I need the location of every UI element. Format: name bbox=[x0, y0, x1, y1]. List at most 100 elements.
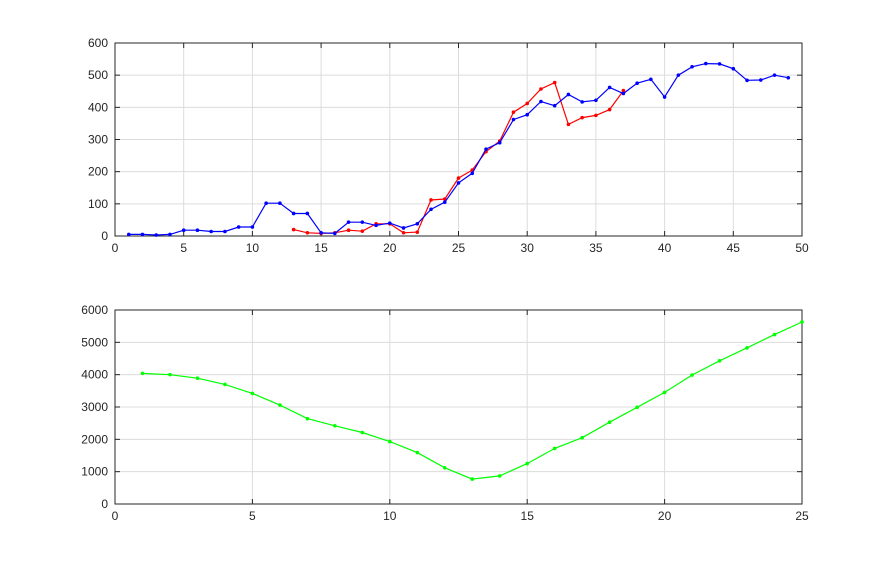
data-point bbox=[415, 450, 420, 455]
data-point bbox=[442, 200, 447, 205]
data-point bbox=[168, 232, 172, 237]
x-tick-label: 40 bbox=[658, 241, 672, 255]
data-point bbox=[594, 98, 598, 103]
x-tick-label: 0 bbox=[112, 241, 119, 255]
y-tick-label: 4000 bbox=[81, 368, 108, 382]
data-point bbox=[264, 201, 268, 205]
x-tick-label: 45 bbox=[727, 241, 741, 255]
bottom-line-plot: 0 5 10 15 20 25 0 1000 2000 3000 4000 5000 6000 bbox=[81, 303, 809, 523]
data-point bbox=[236, 225, 241, 229]
data-point bbox=[511, 117, 516, 122]
data-point bbox=[635, 405, 639, 410]
data-point bbox=[374, 223, 378, 228]
data-point bbox=[319, 230, 323, 235]
y-tick-label: 300 bbox=[88, 133, 108, 147]
data-point bbox=[250, 225, 255, 229]
data-point bbox=[800, 320, 804, 324]
x-tick-label: 15 bbox=[521, 509, 535, 523]
data-point bbox=[511, 110, 516, 114]
data-point bbox=[140, 232, 145, 237]
data-point bbox=[580, 100, 584, 104]
y-tick-label: 5000 bbox=[81, 335, 108, 349]
data-point bbox=[470, 171, 475, 176]
data-point bbox=[360, 220, 365, 224]
data-point bbox=[333, 231, 337, 236]
y-tick-label: 0 bbox=[101, 497, 108, 511]
y-tick-label: 400 bbox=[88, 100, 108, 114]
data-point bbox=[401, 230, 406, 235]
data-point bbox=[497, 140, 502, 145]
data-point bbox=[662, 390, 667, 395]
data-point bbox=[594, 113, 598, 118]
x-tick-label: 25 bbox=[795, 509, 809, 523]
data-point bbox=[470, 477, 475, 481]
data-point bbox=[388, 221, 392, 225]
data-point bbox=[758, 78, 763, 82]
data-point bbox=[291, 227, 296, 232]
x-tick-label: 20 bbox=[383, 241, 397, 255]
data-point bbox=[566, 92, 571, 97]
data-point bbox=[552, 103, 557, 108]
y-tick-label: 2000 bbox=[81, 432, 108, 446]
data-point bbox=[305, 211, 310, 216]
x-tick-label: 25 bbox=[452, 241, 466, 255]
data-point bbox=[731, 66, 736, 71]
data-point bbox=[168, 372, 172, 377]
data-point bbox=[539, 87, 543, 91]
data-point bbox=[662, 95, 667, 99]
data-point bbox=[786, 75, 791, 80]
data-point bbox=[278, 403, 282, 407]
data-point bbox=[690, 65, 694, 69]
data-point bbox=[772, 73, 777, 77]
data-point bbox=[704, 61, 708, 66]
data-point bbox=[456, 181, 461, 185]
x-tick-label: 10 bbox=[383, 509, 397, 523]
data-point bbox=[552, 446, 557, 451]
x-tick-label: 15 bbox=[314, 241, 328, 255]
data-point bbox=[717, 62, 722, 66]
data-point bbox=[745, 78, 749, 83]
y-tick-label: 0 bbox=[101, 229, 108, 243]
data-point bbox=[745, 346, 749, 350]
x-tick-label: 5 bbox=[180, 241, 187, 255]
data-point bbox=[484, 147, 488, 151]
data-point bbox=[497, 474, 502, 478]
data-point bbox=[195, 228, 200, 233]
data-point bbox=[525, 101, 529, 106]
data-point bbox=[223, 229, 227, 234]
y-tick-label: 200 bbox=[88, 165, 108, 179]
data-point bbox=[195, 376, 200, 381]
data-point bbox=[566, 122, 571, 127]
x-tick-label: 5 bbox=[249, 509, 256, 523]
data-point bbox=[635, 81, 639, 86]
data-point bbox=[333, 423, 337, 428]
data-point bbox=[305, 230, 310, 235]
data-point bbox=[442, 197, 447, 201]
data-point bbox=[690, 373, 694, 377]
x-tick-label: 0 bbox=[112, 509, 119, 523]
data-point bbox=[621, 91, 626, 96]
y-tick-label: 500 bbox=[88, 68, 108, 82]
x-tick-label: 10 bbox=[246, 241, 260, 255]
data-point bbox=[305, 416, 310, 421]
y-tick-label: 6000 bbox=[81, 303, 108, 317]
y-tick-label: 1000 bbox=[81, 465, 108, 479]
data-point bbox=[181, 228, 186, 233]
data-point bbox=[649, 77, 653, 82]
x-tick-label: 20 bbox=[658, 509, 672, 523]
data-point bbox=[401, 226, 406, 230]
y-tick-label: 600 bbox=[88, 36, 108, 50]
data-point bbox=[580, 435, 584, 440]
data-point bbox=[772, 332, 777, 337]
data-point bbox=[552, 80, 557, 85]
data-point bbox=[126, 232, 131, 237]
data-point bbox=[607, 85, 612, 90]
data-point bbox=[539, 99, 543, 104]
data-point bbox=[717, 358, 722, 363]
data-point bbox=[415, 221, 420, 226]
data-point bbox=[278, 201, 282, 205]
data-point bbox=[607, 420, 612, 424]
data-point bbox=[223, 382, 227, 387]
data-point bbox=[676, 73, 681, 77]
